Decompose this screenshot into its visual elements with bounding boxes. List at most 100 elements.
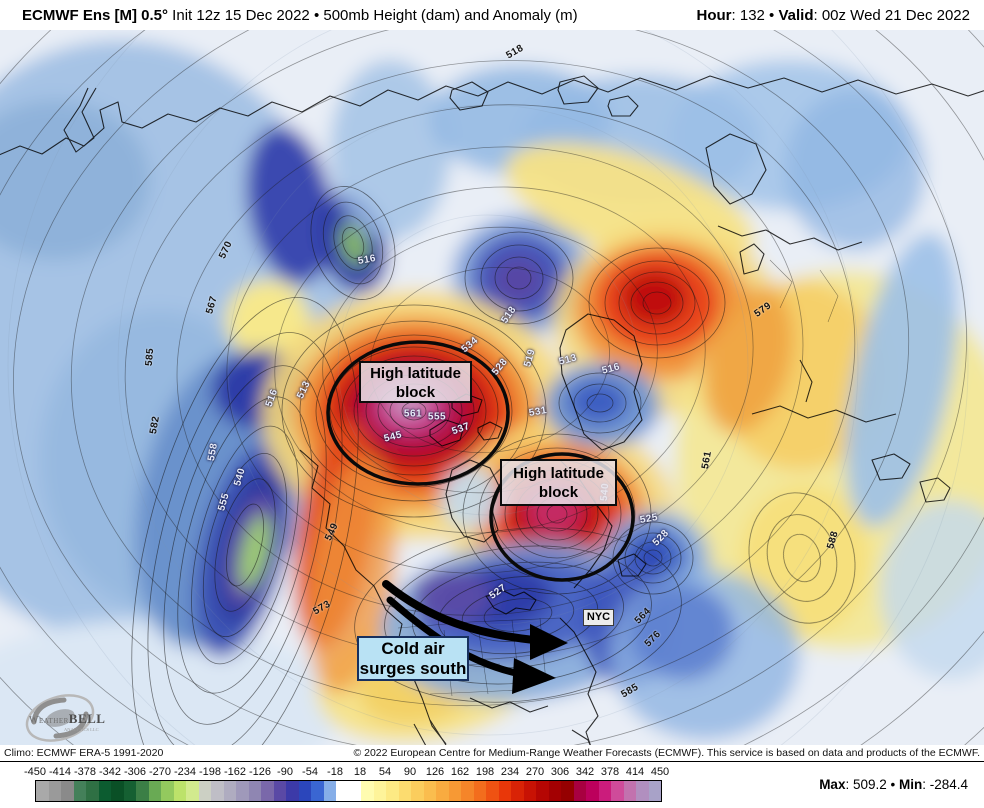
- colorbar-tick: 198: [475, 766, 495, 778]
- copyright-note: © 2022 European Centre for Medium-Range …: [353, 747, 980, 759]
- climo-note: Climo: ECMWF ERA-5 1991-2020: [4, 747, 164, 759]
- colorbar-cell: [136, 781, 149, 801]
- valid-label: Valid: [778, 6, 814, 24]
- colorbar-cell: [411, 781, 424, 801]
- colorbar-tick: -414: [48, 766, 72, 778]
- colorbar-cell: [311, 781, 324, 801]
- colorbar-tick: 342: [575, 766, 595, 778]
- colorbar-cell: [473, 781, 486, 801]
- colorbar-tick: 234: [500, 766, 520, 778]
- colorbar-cell: [436, 781, 449, 801]
- colorbar-tick: 18: [353, 766, 367, 778]
- colorbar-cell: [286, 781, 299, 801]
- annotation-cold-air: Cold air surges south: [357, 636, 469, 681]
- weatherbell-logo: WeatherBELL ANALYTICS LLC: [25, 694, 105, 742]
- colorbar-tick: -306: [123, 766, 147, 778]
- colorbar-tick: 378: [600, 766, 620, 778]
- colorbar-cell: [486, 781, 499, 801]
- annotation-text: block: [538, 484, 579, 501]
- forecast-map: WeatherBELL ANALYTICS LLC 582 585 570 567 51…: [0, 30, 984, 745]
- colorbar-cell: [298, 781, 311, 801]
- logo-weather-text: WeatherBELL: [29, 711, 105, 726]
- colorbar-tick: -198: [198, 766, 222, 778]
- colorbar-cell: [398, 781, 411, 801]
- colorbar-tick: -54: [302, 766, 318, 778]
- colorbar-cell: [386, 781, 399, 801]
- colorbar-cell: [248, 781, 261, 801]
- colorbar-cell: [461, 781, 474, 801]
- colorbar-cell: [223, 781, 236, 801]
- colorbar-tick: -90: [277, 766, 293, 778]
- colorbar-tick: -450: [23, 766, 47, 778]
- colorbar-tick: 54: [378, 766, 392, 778]
- annotation-text: surges south: [359, 659, 467, 678]
- colorbar-cell: [361, 781, 374, 801]
- colorbar-tick: 162: [450, 766, 470, 778]
- valid-time: Hour: 132 • Valid: 00z Wed 21 Dec 2022: [696, 6, 970, 24]
- map-canvas: WeatherBELL ANALYTICS LLC: [0, 30, 984, 745]
- colorbar-tick: -270: [148, 766, 172, 778]
- annotation-text: High latitude: [513, 465, 604, 482]
- height-contours: [0, 30, 984, 745]
- model-name: ECMWF Ens [M] 0.5°: [22, 6, 169, 24]
- colorbar-cell: [236, 781, 249, 801]
- colorbar-cells: [35, 780, 662, 802]
- logo-subtext: ANALYTICS LLC: [64, 727, 99, 732]
- annotation-text: block: [395, 384, 436, 401]
- colorbar-tick: -162: [223, 766, 247, 778]
- colorbar-tick: -342: [98, 766, 122, 778]
- colorbar-cell: [536, 781, 549, 801]
- colorbar-cell: [348, 781, 361, 801]
- annotation-nyc: NYC: [583, 609, 614, 626]
- block1-circle: [326, 340, 510, 486]
- colorbar-cell: [273, 781, 286, 801]
- colorbar-cell: [448, 781, 461, 801]
- colorbar-cell: [561, 781, 574, 801]
- block-circles: [326, 340, 635, 582]
- colorbar-cell: [198, 781, 211, 801]
- annotation-high-latitude-block-2: High latitude block: [500, 459, 617, 506]
- colorbar-tick: 414: [625, 766, 645, 778]
- colorbar-cell: [73, 781, 86, 801]
- colorbar-cell: [148, 781, 161, 801]
- annotation-high-latitude-block-1: High latitude block: [359, 361, 472, 403]
- colorbar-cell: [498, 781, 511, 801]
- colorbar-cell: [423, 781, 436, 801]
- colorbar-cell: [598, 781, 611, 801]
- colorbar-cell: [48, 781, 61, 801]
- colorbar-cell: [98, 781, 111, 801]
- colorbar-tick: -126: [248, 766, 272, 778]
- colorbar-tick: 306: [550, 766, 570, 778]
- block2-circle: [489, 452, 635, 582]
- colorbar-tick: 270: [525, 766, 545, 778]
- min-label: Min: [898, 777, 923, 792]
- colorbar-tick: -234: [173, 766, 197, 778]
- colorbar-cell: [161, 781, 174, 801]
- colorbar-cell: [611, 781, 624, 801]
- colorbar-cell: [123, 781, 136, 801]
- colorbar-cell: [173, 781, 186, 801]
- colorbar-cell: [548, 781, 561, 801]
- colorbar-cell: [623, 781, 636, 801]
- title-bar: ECMWF Ens [M] 0.5° Init 12z 15 Dec 2022 …: [0, 0, 984, 30]
- map-title: ECMWF Ens [M] 0.5° Init 12z 15 Dec 2022 …: [22, 7, 578, 24]
- colorbar-tick: 126: [425, 766, 445, 778]
- colorbar-tick: 450: [650, 766, 670, 778]
- anomaly-field: [0, 30, 984, 745]
- colorbar-tick: -378: [73, 766, 97, 778]
- annotation-text: High latitude: [370, 365, 461, 382]
- colorbar-cell: [36, 781, 49, 801]
- colorbar-cell: [586, 781, 599, 801]
- colorbar-cell: [86, 781, 99, 801]
- logo-swirl-icon: [25, 694, 95, 742]
- colorbar-tick: 90: [403, 766, 417, 778]
- colorbar-cell: [211, 781, 224, 801]
- init-and-field: Init 12z 15 Dec 2022 • 500mb Height (dam…: [168, 6, 578, 24]
- annotation-text: NYC: [586, 611, 611, 623]
- colorbar-cell: [523, 781, 536, 801]
- colorbar-cell: [636, 781, 649, 801]
- colorbar-zone: -450 -414 -378 -342 -306 -270 -234 -198 -162 -126…: [0, 763, 984, 808]
- colorbar-cell: [336, 781, 349, 801]
- attribution-bar: Climo: ECMWF ERA-5 1991-2020 © 2022 Euro…: [0, 745, 984, 762]
